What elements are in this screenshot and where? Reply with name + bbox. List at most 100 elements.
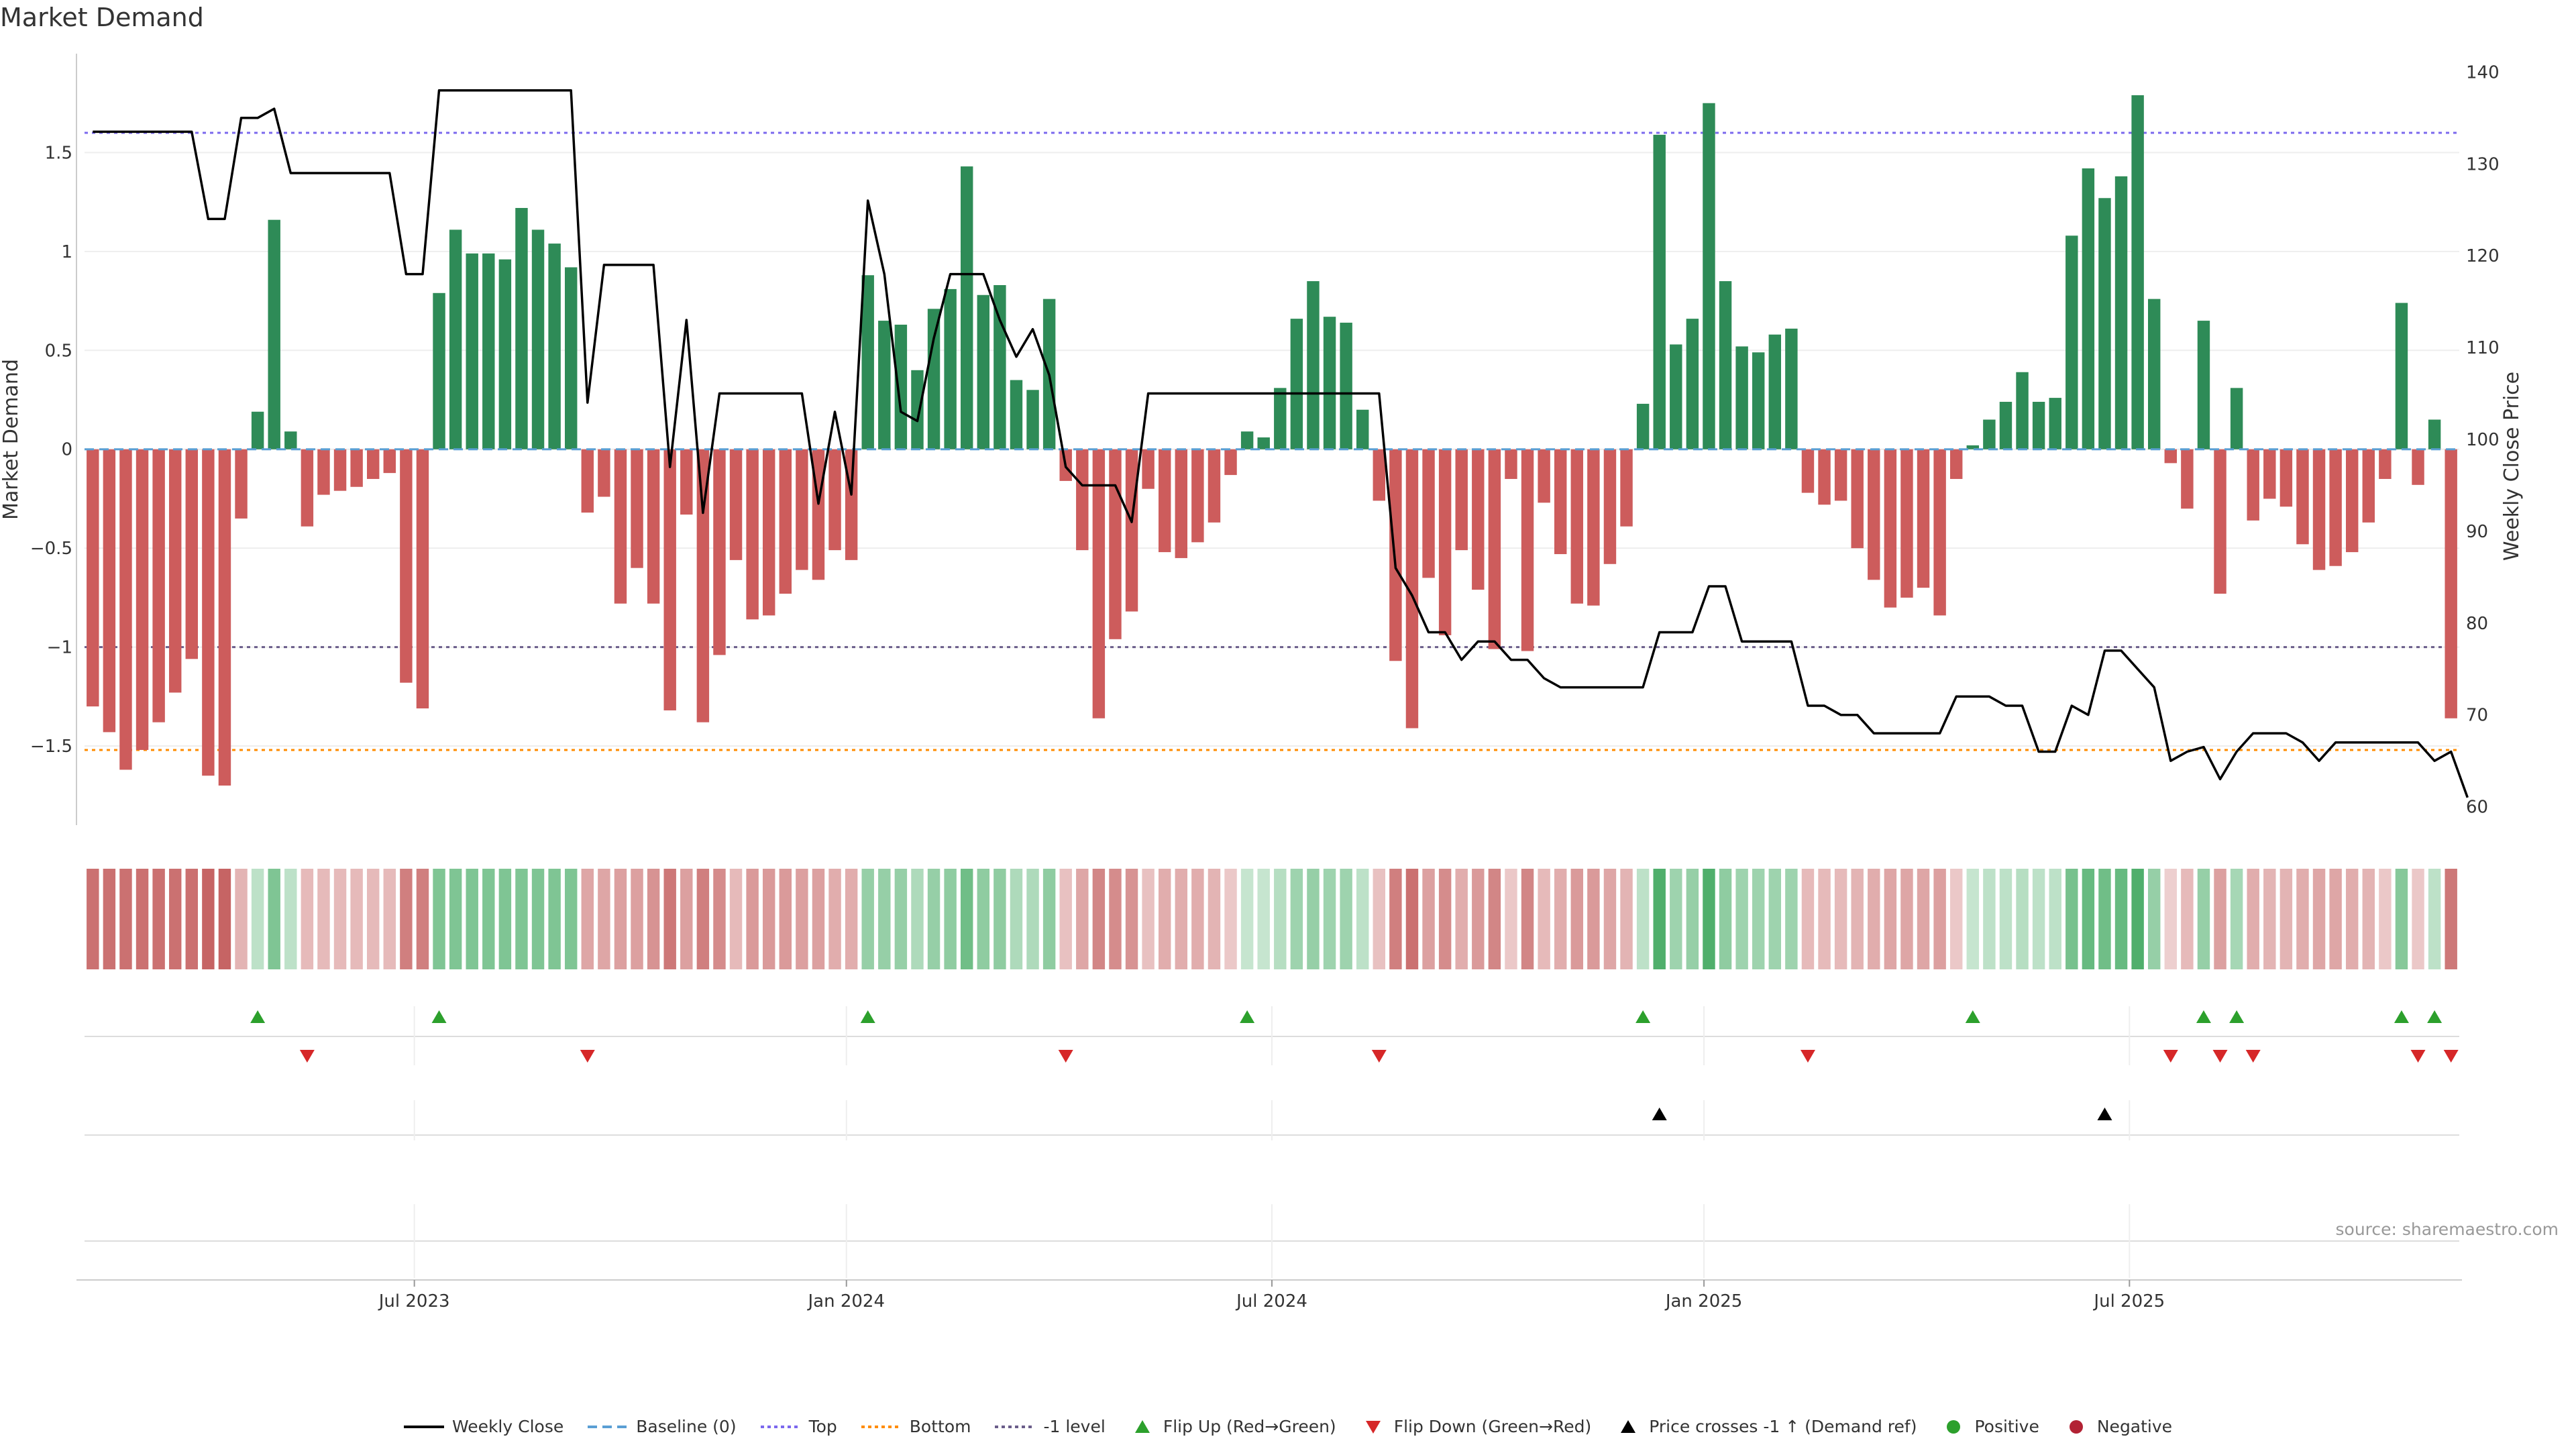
negative-bar (1505, 449, 1517, 479)
positive-bar (498, 259, 512, 449)
positive-bar (894, 324, 908, 449)
x-tick-label: Jul 2023 (378, 1291, 450, 1311)
flip-up-triangle-icon (1130, 1419, 1155, 1434)
heat-cell (1142, 869, 1155, 969)
price-cross-marker (1652, 1108, 1667, 1120)
negative-bar (1917, 449, 1930, 588)
y2-tick-label: 90 (2466, 522, 2488, 542)
heat-cell (2164, 869, 2178, 969)
heat-cell (2345, 869, 2359, 969)
positive-bar (1686, 319, 1699, 449)
legend-label: Baseline (0) (636, 1417, 737, 1436)
legend-label: Positive (1974, 1417, 2039, 1436)
flip-up-marker (431, 1010, 447, 1023)
positive-bar (1323, 317, 1336, 449)
grid-layer (85, 152, 2459, 747)
flip-down-marker (580, 1050, 595, 1063)
heat-cell (977, 869, 990, 969)
positive-bar (2197, 321, 2210, 449)
x-axis: Jul 2023 Jan 2024 Jul 2024 Jan 2025 Jul 2025 (76, 1279, 2462, 1311)
negative-dot-icon (2063, 1419, 2089, 1434)
heat-cell (911, 869, 924, 969)
heat-cell (1307, 869, 1320, 969)
heat-cell (1175, 869, 1188, 969)
heat-cell (944, 869, 957, 969)
heat-cell (2114, 869, 2128, 969)
heat-cell (1224, 869, 1237, 969)
heat-cell (466, 869, 478, 969)
baseline-dash-icon (588, 1420, 629, 1434)
negative-bar (235, 449, 248, 519)
heat-cell (1125, 869, 1138, 969)
negative-bar (1851, 449, 1864, 549)
weekly-close-line-icon (403, 1420, 444, 1434)
heat-cell (1340, 869, 1352, 969)
negative-bar (218, 449, 231, 786)
positive-bar (251, 411, 264, 449)
source-credit: source: sharemaestro.com (2335, 1220, 2559, 1239)
heat-cell (1455, 869, 1468, 969)
heat-cell (1323, 869, 1336, 969)
heat-cell (1801, 869, 1815, 969)
negative-bar (2379, 449, 2392, 479)
heat-cell (729, 869, 743, 969)
heat-cell (1999, 869, 2012, 969)
heat-cell (1735, 869, 1748, 969)
heat-cell (2131, 869, 2144, 969)
heat-cell (696, 869, 710, 969)
heat-cell (383, 869, 396, 969)
negative-bar (647, 449, 660, 604)
negative-bar (1422, 449, 1435, 578)
positive-bar (1290, 319, 1303, 449)
positive-bar (2065, 235, 2078, 449)
heat-cell (1686, 869, 1699, 969)
y2-tick-label: 110 (2466, 338, 2500, 358)
heat-cell (202, 869, 215, 969)
price-cross-triangle-icon (1615, 1419, 1641, 1434)
price-cross-marker (2097, 1108, 2112, 1120)
heat-cell (1884, 869, 1897, 969)
positive-bar (433, 292, 445, 449)
legend-label: Negative (2096, 1417, 2173, 1436)
heat-cell (812, 869, 825, 969)
legend-item: -1 level (995, 1417, 1106, 1436)
negative-bar (2164, 449, 2178, 464)
negative-bar (1884, 449, 1897, 608)
heat-cell (564, 869, 578, 969)
x-tick-label: Jan 2025 (1664, 1291, 1743, 1311)
negative-bar (680, 449, 693, 515)
heat-cell (1620, 869, 1633, 969)
heat-cell (2082, 869, 2095, 969)
positive-bar (861, 275, 874, 449)
negative-bar (845, 449, 858, 560)
negative-bar (1438, 449, 1452, 635)
legend-label: Flip Up (Red→Green) (1163, 1417, 1336, 1436)
heat-cell (218, 869, 231, 969)
heat-cell (350, 869, 363, 969)
heat-cell (2412, 869, 2424, 969)
heat-cell (1257, 869, 1270, 969)
flip-up-marker (1965, 1010, 1980, 1023)
flip-up-marker (1635, 1010, 1651, 1023)
heat-cell (581, 869, 594, 969)
negative-bar (1521, 449, 1534, 651)
heat-cell (1554, 869, 1567, 969)
heat-cell (2428, 869, 2441, 969)
heat-cell (598, 869, 610, 969)
heat-cell (119, 869, 132, 969)
negative-bar (1900, 449, 1913, 598)
heat-cell (1834, 869, 1847, 969)
heat-cell (1092, 869, 1106, 969)
positive-bar (482, 253, 495, 449)
heat-cell (87, 869, 99, 969)
legend-item: Weekly Close (403, 1417, 564, 1436)
negative-bar (1933, 449, 1946, 616)
heat-cell (663, 869, 676, 969)
negative-bar (1620, 449, 1633, 527)
heat-cell (960, 869, 973, 969)
heat-cell (235, 869, 248, 969)
negative-bar (2312, 449, 2326, 570)
negative-bar (1801, 449, 1815, 493)
y-tick-label: 0.5 (45, 341, 72, 361)
heat-cell (531, 869, 545, 969)
